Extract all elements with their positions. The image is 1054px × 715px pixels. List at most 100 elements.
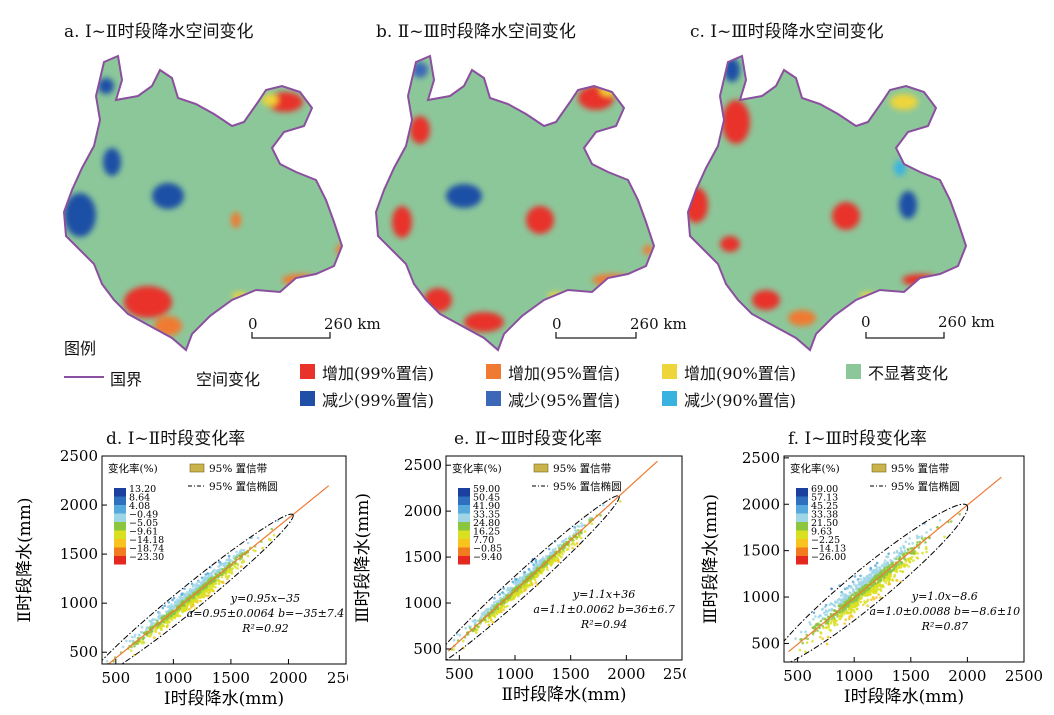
scatter-point — [501, 605, 504, 608]
legend-label: 增加(99%置信) — [322, 364, 435, 383]
scatter-point — [154, 630, 158, 633]
scatter-point — [913, 549, 916, 553]
colorbar-swatch — [114, 496, 126, 505]
scatter-point — [129, 649, 133, 652]
scatter-point — [210, 576, 213, 579]
map-a-scalebar — [251, 332, 331, 339]
y-tick-label: 1500 — [60, 545, 98, 563]
colorbar-label: −5.05 — [129, 518, 158, 529]
scatter-point — [473, 622, 477, 625]
scatter-point — [533, 578, 537, 581]
scatter-point — [891, 578, 894, 581]
colorbar-swatch — [458, 547, 470, 556]
legend-swatch — [486, 364, 501, 379]
scatter-point — [838, 598, 842, 601]
scatter-point — [505, 599, 509, 603]
colorbar-title: 变化率(%) — [452, 462, 502, 475]
scatter-point — [869, 569, 872, 572]
colorbar-swatch — [114, 488, 126, 497]
scatter-point — [887, 573, 891, 576]
scatter-point — [236, 563, 240, 567]
scatter-point — [822, 626, 825, 630]
scatter-point — [522, 577, 525, 581]
scatter-point — [524, 573, 527, 576]
scatter-point — [236, 567, 239, 570]
scatter-point — [196, 585, 199, 589]
equation-line: a=0.95±0.0064 b=−35±7.4 — [187, 607, 345, 620]
scatter-point — [497, 610, 500, 614]
scatter-point — [838, 604, 841, 608]
scatter-point — [183, 608, 186, 611]
scatter-point — [861, 603, 865, 607]
scatter-point — [902, 564, 906, 568]
colorbar-label: −0.85 — [473, 544, 502, 555]
scatter-point — [150, 622, 154, 626]
scatter-point — [905, 563, 908, 566]
scatter-point — [182, 597, 186, 601]
colorbar-label: 41.90 — [473, 501, 500, 512]
chart-e-title: e. Ⅱ~Ⅲ时段变化率 — [454, 429, 603, 449]
scatter-point — [539, 571, 543, 575]
scatter-point — [217, 565, 220, 568]
y-tick-label: 1500 — [742, 542, 780, 560]
scatter-point — [822, 611, 826, 615]
scatter-point — [833, 600, 837, 603]
scatter-point — [798, 648, 802, 652]
scatter-point — [130, 635, 134, 639]
scatter-point — [171, 606, 174, 610]
scatter-point — [153, 618, 157, 621]
scatter-point — [888, 564, 891, 567]
map-a — [63, 55, 343, 351]
x-axis-label: Ⅰ时段降水(mm) — [844, 687, 964, 707]
scatter-point — [895, 570, 898, 574]
map-b-scale-label: 260 km — [630, 315, 687, 333]
colorbar-swatch — [796, 522, 808, 531]
plot-frame — [101, 455, 347, 665]
scatter-point — [925, 531, 928, 534]
scatter-point — [476, 628, 479, 631]
x-tick-label: 2500 — [1005, 667, 1043, 685]
scatter-point — [167, 601, 171, 604]
scatter-point — [924, 541, 927, 544]
scatter-point — [562, 550, 566, 553]
scatter-point — [819, 619, 823, 623]
scatter-point — [515, 593, 518, 596]
scatter-point — [863, 581, 867, 585]
legend-label: 减少(90%置信) — [684, 391, 797, 410]
scatter-point — [487, 607, 491, 611]
scatter-point — [230, 567, 234, 570]
scatter-point — [852, 582, 856, 586]
y-tick-label: 2500 — [742, 449, 780, 467]
scatter-point — [252, 548, 255, 552]
scatter-point — [904, 559, 908, 563]
scatter-point — [223, 562, 226, 566]
scatter-point — [568, 535, 572, 538]
scatter-point — [571, 541, 575, 545]
scatter-point — [863, 577, 866, 581]
scatter-point — [458, 633, 462, 637]
scatter-point — [888, 578, 892, 581]
scatter-point — [493, 601, 496, 604]
scatter-point — [925, 550, 928, 554]
scatter-point — [845, 609, 849, 613]
scatter-point — [840, 590, 843, 594]
scatter-point — [855, 607, 859, 611]
scatter-point — [588, 516, 592, 520]
scatter-point — [184, 605, 188, 609]
scatter-point — [889, 570, 893, 574]
scatter-point — [886, 565, 889, 569]
scatter-point — [794, 637, 797, 640]
scatter-point — [508, 588, 511, 592]
scatter-point — [875, 561, 879, 565]
scatter-point — [204, 586, 208, 590]
scatter-point — [895, 551, 899, 554]
scatter-point — [487, 623, 491, 627]
scatter-point — [903, 549, 907, 553]
scatter-point — [505, 588, 509, 592]
scatter-point — [549, 559, 553, 563]
x-tick-label: 500 — [445, 665, 474, 683]
x-tick-label: 2500 — [663, 665, 686, 683]
scatter-point — [877, 593, 880, 596]
legend-border-label: 国界 — [110, 370, 143, 389]
colorbar-swatch — [458, 522, 470, 531]
